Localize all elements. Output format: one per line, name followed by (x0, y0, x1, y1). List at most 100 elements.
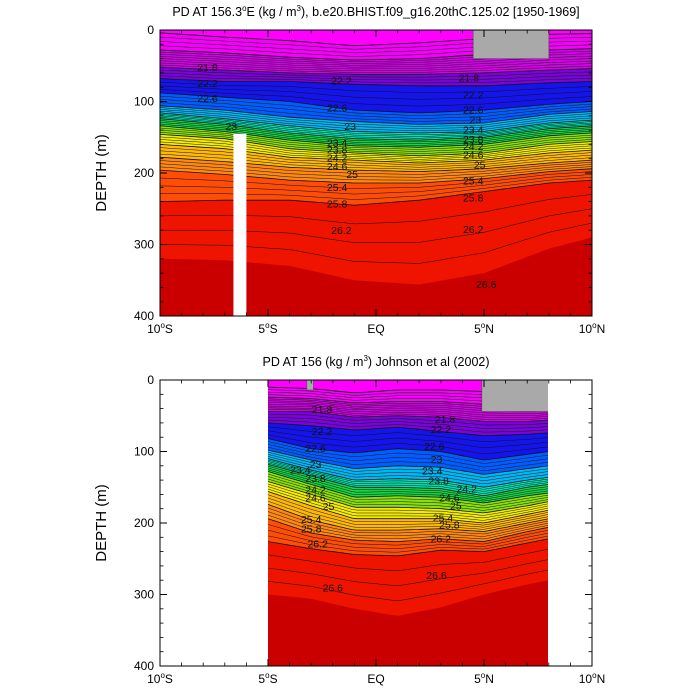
contour-field (160, 30, 592, 316)
y-tick-label: 300 (134, 238, 154, 252)
contour-label: 25.4 (327, 182, 348, 194)
contour-line (160, 58, 592, 68)
contour-line (268, 494, 548, 526)
chart-title: PD AT 156 (kg / m3) Johnson et al (2002) (262, 354, 489, 369)
contour-label: 24.2 (327, 153, 348, 165)
contour-labels: 21.822.222.62322.222.62323.423.824.224.6… (197, 62, 496, 291)
contour-line (268, 548, 548, 571)
contour-line (268, 467, 548, 500)
contour-label: 24.2 (305, 485, 326, 497)
contour-line (268, 430, 548, 449)
contour-label: 23.8 (428, 475, 449, 487)
x-tick-label: 5oN (474, 671, 494, 686)
contour-field (268, 380, 548, 666)
contour-label: 22.6 (197, 93, 218, 105)
contour-line (268, 409, 548, 420)
contour-line (160, 115, 592, 137)
contour-line (268, 451, 548, 478)
x-tick-label: EQ (367, 322, 384, 336)
contour-line (160, 55, 592, 66)
contour-line (268, 559, 548, 586)
contour-line (160, 139, 592, 160)
contour-label: 25 (474, 160, 486, 172)
contour-label: 25.4 (433, 513, 454, 525)
y-tick-label: 0 (147, 373, 154, 387)
contour-label: 21.8 (312, 404, 333, 416)
contour-line (160, 150, 592, 168)
contour-line (160, 81, 592, 93)
contour-line (268, 476, 548, 509)
contour-line (160, 179, 592, 206)
contour-line (160, 60, 592, 70)
contour-label: 25.8 (439, 520, 460, 532)
x-tick-label: 10oS (147, 321, 173, 336)
contour-label: 21.8 (459, 73, 480, 85)
contour-line (160, 116, 592, 139)
contour-line (268, 426, 548, 443)
contour-line (268, 405, 548, 416)
land-mask (472, 30, 550, 59)
contour-line (268, 404, 548, 414)
contour-label: 24.6 (439, 493, 460, 505)
density-band (160, 237, 592, 316)
contour-label: 24.6 (463, 150, 484, 162)
missing-data-mask (233, 133, 247, 316)
contour-label: 23.4 (290, 465, 311, 477)
contour-label: 23.4 (422, 465, 443, 477)
contour-label: 22.6 (463, 105, 484, 117)
y-axis-label: DEPTH (m) (93, 134, 110, 212)
contour-label: 23.8 (463, 134, 484, 146)
contour-line (268, 411, 548, 422)
contour-line (160, 123, 592, 146)
contour-line (160, 114, 592, 135)
contour-line (160, 75, 592, 84)
x-tick-label: 5oS (258, 321, 277, 336)
contour-line (160, 131, 592, 154)
x-tick-label: 5oS (258, 671, 277, 686)
contour-label: 22.2 (431, 424, 452, 436)
chart-title: PD AT 156.3oE (kg / m3), b.e20.BHIST.f09… (172, 4, 579, 19)
contour-label: 25.8 (301, 523, 322, 535)
contour-line (160, 136, 592, 158)
contour-label: 26.2 (463, 224, 484, 236)
contour-line (268, 459, 548, 490)
contour-line (160, 129, 592, 152)
contour-line (268, 419, 548, 433)
contour-label: 25 (323, 501, 335, 513)
contour-line (160, 89, 592, 107)
contour-line (268, 407, 548, 418)
contour-label: 25.8 (463, 193, 484, 205)
contour-label: 26.2 (331, 225, 352, 237)
contour-label: 23.4 (327, 138, 348, 150)
contour-line (268, 507, 548, 535)
contour-label: 25.8 (327, 198, 348, 210)
contour-line (268, 504, 548, 532)
contour-line (268, 500, 548, 530)
contour-line (160, 166, 592, 181)
contour-line (160, 156, 592, 173)
contour-line (268, 446, 548, 471)
contour-label: 22.6 (424, 441, 445, 453)
contour-label: 25 (450, 500, 462, 512)
contour-line (160, 127, 592, 150)
contour-label: 26.2 (431, 533, 452, 545)
contour-line (160, 118, 592, 141)
contour-label: 22.2 (312, 426, 333, 438)
contour-label: 23.8 (327, 145, 348, 157)
contour-label: 24.6 (327, 161, 348, 173)
contour-line (160, 177, 592, 200)
contour-line (160, 163, 592, 178)
contour-line (160, 109, 592, 129)
contour-line (268, 422, 548, 437)
y-tick-label: 300 (134, 588, 154, 602)
y-tick-label: 400 (134, 309, 154, 323)
contour-line (268, 486, 548, 519)
contour-line (268, 473, 548, 506)
contour-line (160, 95, 592, 117)
y-tick-label: 200 (134, 516, 154, 530)
contour-label: 24.6 (305, 493, 326, 505)
density-band (268, 580, 548, 666)
contour-label: 23 (310, 459, 322, 471)
contour-line (268, 456, 548, 485)
